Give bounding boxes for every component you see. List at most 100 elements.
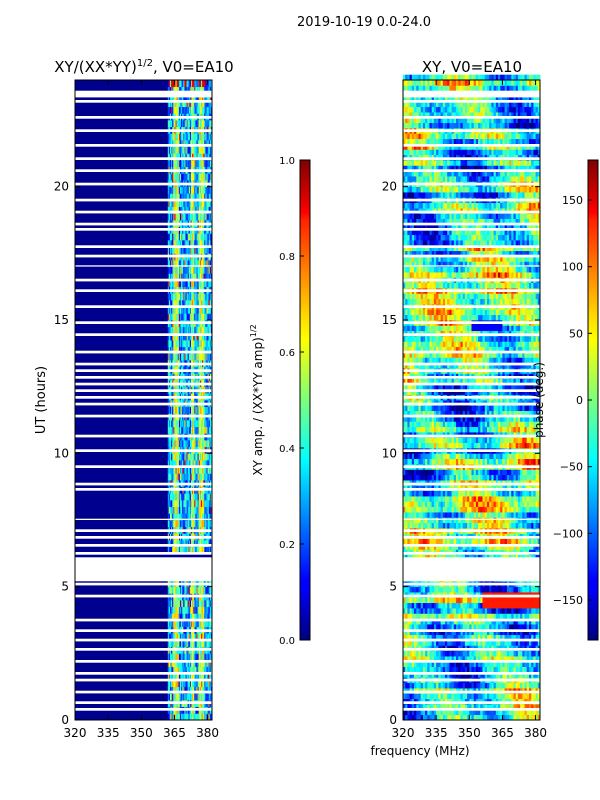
- data-gap: [75, 305, 212, 308]
- amplitude-cell: [194, 426, 196, 434]
- amplitude-cell: [207, 640, 210, 648]
- amplitude-cell: [202, 613, 204, 621]
- amplitude-cell: [171, 653, 173, 661]
- amplitude-cell: [181, 493, 183, 501]
- amplitude-cell: [187, 513, 190, 521]
- amplitude-cell: [191, 466, 193, 474]
- amplitude-cell: [175, 146, 177, 154]
- amplitude-cell: [201, 506, 203, 514]
- amplitude-cell: [198, 146, 201, 154]
- amplitude-cell: [177, 686, 180, 694]
- amplitude-cell: [196, 406, 198, 414]
- amplitude-cell: [174, 153, 176, 161]
- phase-cell: [482, 624, 486, 630]
- amplitude-cell: [184, 186, 186, 194]
- amplitude-cell: [203, 686, 205, 694]
- amplitude-cell: [207, 713, 210, 721]
- amplitude-cell: [188, 86, 191, 94]
- amplitude-cell: [172, 266, 174, 274]
- amplitude-cell: [184, 313, 186, 321]
- amplitude-cell: [194, 240, 196, 248]
- amplitude-cell: [189, 606, 192, 614]
- amplitude-cell: [178, 273, 181, 281]
- amplitude-cell: [192, 133, 194, 141]
- amplitude-cell: [202, 586, 204, 594]
- amplitude-cell: [186, 106, 189, 114]
- amplitude-cell: [180, 246, 182, 254]
- amplitude-cell: [182, 466, 184, 474]
- amplitude-cell: [168, 200, 171, 208]
- phase-cell: [535, 682, 539, 689]
- amplitude-cell: [175, 233, 177, 241]
- amplitude-cell: [201, 86, 203, 94]
- phase-cell: [520, 640, 523, 646]
- phase-cell: [487, 714, 490, 721]
- amplitude-cell: [206, 453, 208, 461]
- amplitude-cell: [182, 600, 184, 608]
- phase-cell: [537, 634, 541, 641]
- amplitude-cell: [197, 206, 200, 214]
- phase-cell: [438, 666, 442, 673]
- phase-cell: [498, 650, 501, 657]
- amplitude-cell: [202, 440, 204, 448]
- amplitude-cell: [203, 420, 205, 428]
- amplitude-cell: [195, 440, 197, 448]
- phase-cell: [511, 714, 514, 721]
- amplitude-cell: [192, 173, 194, 181]
- amplitude-cell: [208, 613, 211, 621]
- phase-cell: [515, 682, 519, 689]
- amplitude-cell: [206, 666, 208, 674]
- amplitude-cell: [180, 666, 182, 674]
- amplitude-cell: [188, 173, 191, 181]
- amplitude-cell: [181, 406, 183, 414]
- amplitude-cell: [199, 606, 202, 614]
- phase-cell: [535, 709, 539, 716]
- amplitude-cell: [191, 473, 193, 481]
- amplitude-cell: [176, 460, 179, 468]
- amplitude-cell: [199, 313, 202, 321]
- amplitude-cell: [197, 140, 200, 148]
- amplitude-cell: [207, 346, 210, 354]
- amplitude-cell: [206, 606, 208, 614]
- amplitude-cell: [208, 273, 211, 281]
- phase-cell: [453, 656, 457, 662]
- amplitude-cell: [184, 293, 186, 301]
- amplitude-cell: [186, 213, 189, 221]
- amplitude-cell: [193, 273, 195, 281]
- amplitude-cell: [171, 233, 173, 241]
- amplitude-cell: [191, 673, 193, 681]
- phase-cell: [416, 666, 419, 673]
- amplitude-cell: [175, 280, 177, 288]
- amplitude-cell: [198, 640, 201, 648]
- phase-cell: [515, 704, 519, 710]
- amplitude-cell: [204, 666, 206, 674]
- amplitude-cell: [172, 673, 174, 681]
- phase-cell: [425, 618, 428, 625]
- amplitude-cell: [197, 120, 200, 128]
- phase-cell: [504, 709, 508, 716]
- amplitude-cell: [186, 333, 189, 341]
- amplitude-cell: [209, 146, 212, 154]
- amplitude-cell: [181, 306, 183, 314]
- phase-cell: [409, 714, 413, 721]
- phase-cell: [513, 682, 517, 689]
- amplitude-cell: [208, 206, 211, 214]
- amplitude-cell: [189, 206, 192, 214]
- amplitude-cell: [202, 306, 204, 314]
- amplitude-cell: [197, 613, 200, 621]
- amplitude-cell: [205, 666, 207, 674]
- amplitude-cell: [195, 340, 197, 348]
- phase-cell: [493, 618, 497, 625]
- phase-cell: [500, 629, 503, 636]
- amplitude-cell: [174, 173, 176, 181]
- phase-cell: [520, 682, 523, 689]
- phase-cell: [431, 666, 435, 673]
- phase-cell: [475, 682, 479, 689]
- phase-cell: [506, 666, 510, 673]
- amplitude-cell: [184, 500, 186, 508]
- amplitude-cell: [196, 453, 198, 461]
- amplitude-cell: [177, 106, 180, 114]
- amplitude-cell: [207, 440, 210, 448]
- amplitude-cell: [167, 440, 170, 448]
- amplitude-cell: [187, 246, 190, 254]
